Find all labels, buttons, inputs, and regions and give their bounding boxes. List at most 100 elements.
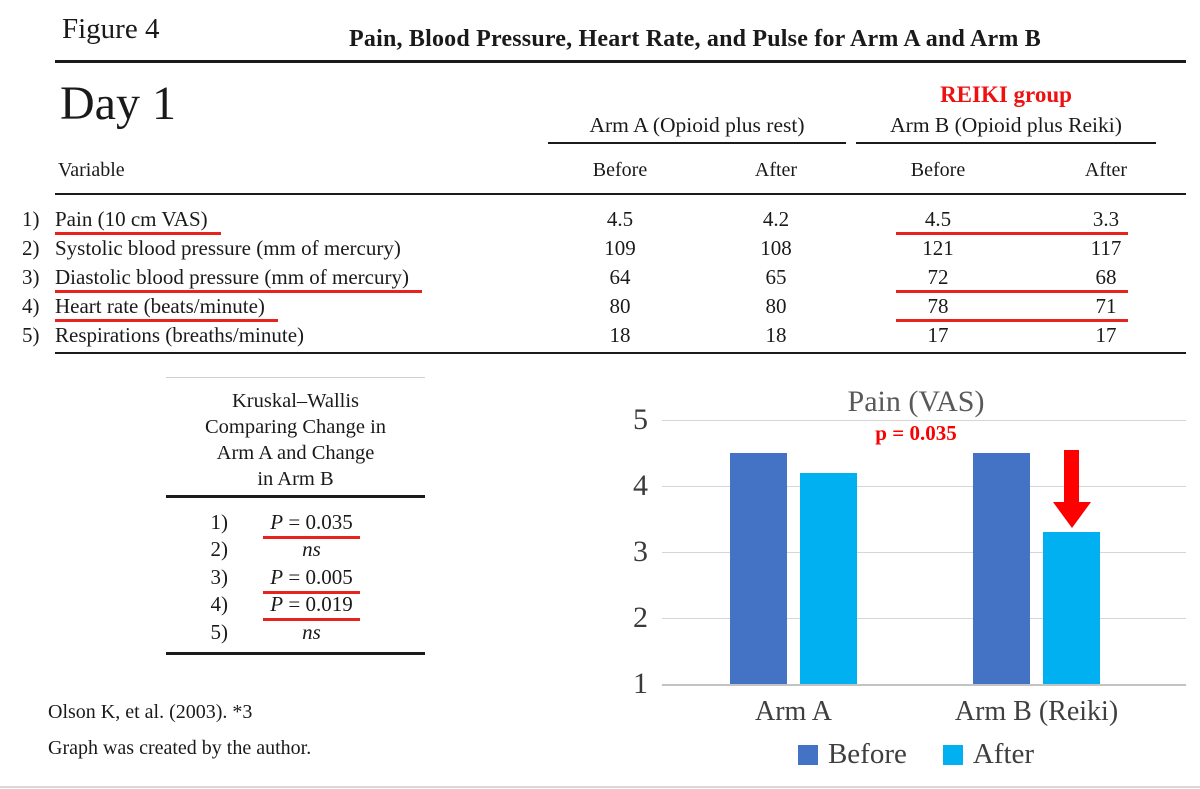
- kruskal-title: Kruskal–Wallis Comparing Change in Arm A…: [166, 388, 425, 492]
- kruskal-item-value: ns: [302, 619, 321, 644]
- kruskal-item-number: 4): [210, 592, 229, 616]
- kruskal-items: 1) P = 0.035 2) ns 3) P = 0.005 4) P = 0…: [166, 510, 425, 648]
- day-label: Day 1: [60, 77, 176, 130]
- row-number: 4): [22, 294, 40, 318]
- kruskal-item-1: 1) P = 0.035: [166, 509, 425, 539]
- x-axis-label-arm-b-reiki-: Arm B (Reiki): [954, 696, 1119, 727]
- cell-value: 71: [1095, 294, 1117, 318]
- cell-value: 80: [609, 294, 631, 318]
- bar-arm-a-after: [800, 472, 857, 684]
- chart-plot-area: [662, 420, 1186, 686]
- variable-column-header: Variable: [58, 159, 125, 181]
- kruskal-item-4: 4) P = 0.019: [166, 592, 425, 621]
- cell-value: 4.2: [762, 207, 790, 231]
- cell-value: 18: [609, 323, 631, 347]
- cell-value: 108: [760, 236, 792, 260]
- kruskal-item-number: 1): [210, 509, 229, 534]
- kruskal-item-2: 2) ns: [166, 537, 425, 565]
- figure-label: Figure 4: [62, 13, 160, 45]
- legend-item-before: Before: [797, 738, 907, 771]
- reiki-group-label: REIKI group: [940, 82, 1072, 107]
- credit-line: Graph was created by the author.: [48, 737, 312, 759]
- row-number: 2): [22, 236, 40, 260]
- row-label: Respirations (breaths/minute): [55, 323, 305, 347]
- legend-swatch-before: [797, 744, 818, 765]
- gridline-y2: [662, 618, 1186, 619]
- table-row-pain: 1) Pain (10 cm VAS) 4.5 4.2 4.5 3.3: [0, 206, 1200, 235]
- cell-value: 78: [927, 294, 949, 318]
- x-axis-label-arm-a: Arm A: [755, 696, 832, 727]
- legend-label-after: After: [972, 738, 1035, 770]
- kruskal-rule-bottom: [166, 652, 425, 655]
- chart-p-value: p = 0.035: [875, 421, 957, 445]
- kruskal-item-value: P = 0.005: [240, 565, 383, 594]
- cell-value: 4.5: [924, 207, 952, 231]
- table-row-respirations: 5) Respirations (breaths/minute) 18 18 1…: [0, 322, 1200, 351]
- gridline-y1: [662, 684, 1186, 686]
- header-rule: [55, 60, 1186, 63]
- kruskal-title-line: Arm A and Change: [216, 442, 375, 464]
- significance-underline: [896, 290, 1128, 293]
- row-number: 5): [22, 323, 40, 347]
- cell-value: 121: [922, 236, 954, 260]
- col-header-arm-a-before: Before: [592, 159, 648, 181]
- kruskal-title-line: in Arm B: [257, 468, 334, 490]
- col-header-arm-b-before: Before: [910, 159, 966, 181]
- cell-value: 64: [609, 265, 631, 289]
- col-header-arm-b-after: After: [1084, 159, 1128, 181]
- row-number: 3): [22, 265, 40, 289]
- bar-arm-a-before: [730, 453, 787, 684]
- bar-arm-b-reiki--before: [973, 453, 1030, 684]
- y-axis-tick-2: 2: [633, 601, 648, 634]
- cell-value: 4.5: [606, 207, 634, 231]
- y-axis-tick-4: 4: [633, 469, 648, 502]
- kruskal-item-value: P = 0.019: [240, 592, 383, 621]
- kruskal-item-5: 5) ns: [166, 620, 425, 648]
- kruskal-item-3: 3) P = 0.005: [166, 564, 425, 594]
- chart-title: Pain (VAS): [847, 385, 985, 418]
- table-bottom-rule: [55, 352, 1186, 354]
- kruskal-title-line: Kruskal–Wallis: [231, 390, 360, 412]
- cell-value: 68: [1095, 265, 1117, 289]
- chart-legend: Before After: [616, 738, 1200, 771]
- arm-a-group-header: Arm A (Opioid plus rest): [548, 113, 846, 144]
- gridline-y5: [662, 420, 1186, 421]
- table-row-systolic: 2) Systolic blood pressure (mm of mercur…: [0, 235, 1200, 264]
- gridline-y4: [662, 486, 1186, 487]
- table-header-rule: [55, 193, 1186, 195]
- row-label: Systolic blood pressure (mm of mercury): [55, 236, 401, 260]
- gridline-y3: [662, 552, 1186, 553]
- page-title: Pain, Blood Pressure, Heart Rate, and Pu…: [349, 26, 1041, 52]
- citation-line: Olson K, et al. (2003). *3: [48, 701, 253, 723]
- cell-value: 80: [765, 294, 787, 318]
- red-down-arrow-shaft: [1064, 450, 1079, 503]
- pain-vas-bar-chart: Pain (VAS) p = 0.035 Before After 5 4 3 2 1 A…: [600, 380, 1200, 789]
- cell-value: 72: [927, 265, 949, 289]
- cell-value: 65: [765, 265, 787, 289]
- y-axis-tick-5: 5: [633, 403, 648, 436]
- significance-underline: [896, 232, 1128, 235]
- red-down-arrow-head: [1052, 502, 1091, 529]
- row-number: 1): [22, 207, 40, 231]
- cell-value: 17: [927, 323, 949, 347]
- col-header-arm-a-after: After: [754, 159, 798, 181]
- kruskal-item-number: 5): [210, 619, 229, 644]
- cell-value: 17: [1095, 323, 1117, 347]
- kruskal-item-number: 2): [210, 537, 229, 561]
- legend-swatch-after: [942, 744, 963, 765]
- cell-value: 109: [604, 236, 636, 260]
- kruskal-item-number: 3): [210, 564, 229, 589]
- y-axis-tick-3: 3: [633, 535, 648, 568]
- page-bottom-rule: [0, 786, 1200, 788]
- cell-value: 18: [765, 323, 787, 347]
- row-label: Diastolic blood pressure (mm of mercury): [55, 265, 422, 293]
- legend-label-before: Before: [827, 738, 907, 770]
- kruskal-item-value: ns: [302, 537, 321, 561]
- row-label: Heart rate (beats/minute): [55, 294, 278, 322]
- kruskal-wallis-panel: Kruskal–Wallis Comparing Change in Arm A…: [166, 377, 425, 655]
- arm-b-group-header: Arm B (Opioid plus Reiki): [856, 113, 1156, 144]
- row-label: Pain (10 cm VAS): [55, 207, 221, 235]
- y-axis-tick-1: 1: [633, 667, 648, 700]
- legend-item-after: After: [942, 738, 1035, 771]
